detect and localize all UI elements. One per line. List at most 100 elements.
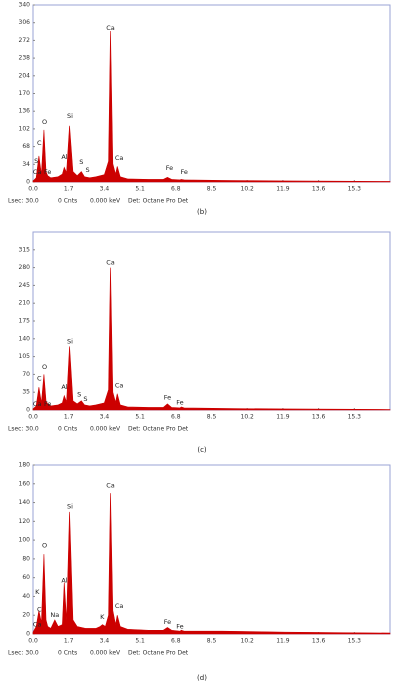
peak-label: Ca <box>106 259 115 267</box>
y-tick-label: 180 <box>19 462 31 469</box>
footer-text: Lsec: 30.0 <box>8 426 39 433</box>
peak-label: Ca <box>106 482 115 490</box>
y-tick-label: 170 <box>19 90 31 97</box>
peak-label: K <box>100 613 105 621</box>
x-tick-label: 5.1 <box>135 638 145 645</box>
x-tick-label: 13.6 <box>312 638 326 645</box>
x-tick-label: 5.1 <box>135 186 145 193</box>
x-tick-label: 0.0 <box>28 638 38 645</box>
peak-label: Ca <box>33 621 42 629</box>
y-tick-label: 204 <box>19 72 31 79</box>
spectrum <box>32 31 391 183</box>
x-tick-label: 6.8 <box>171 186 181 193</box>
x-tick-label: 5.1 <box>135 414 145 421</box>
peak-label: S <box>79 158 83 166</box>
peak-label: S <box>34 157 38 165</box>
caption: (b) <box>197 208 207 216</box>
peak-label: O <box>42 363 47 371</box>
peak-label: Ca <box>33 168 42 176</box>
footer-text: 0 Cnts <box>58 198 77 205</box>
y-tick-label: 105 <box>19 353 31 360</box>
footer-text: 0 Cnts <box>58 650 77 657</box>
x-tick-label: 8.5 <box>207 638 217 645</box>
peak-label: Fe <box>166 164 173 172</box>
x-tick-label: 11.9 <box>276 414 290 421</box>
peak-label: Ca <box>115 382 124 390</box>
y-tick-label: 136 <box>19 108 31 115</box>
peak-label: S <box>86 166 90 174</box>
footer-text: 0.000 keV <box>90 426 121 433</box>
peak-label: Fe <box>176 622 183 630</box>
spectrum <box>32 493 391 635</box>
plot-frame <box>32 464 391 635</box>
peak-label: Ca <box>33 400 42 408</box>
y-tick-label: 210 <box>19 300 31 307</box>
footer-text: 0.000 keV <box>90 650 121 657</box>
y-tick-label: 40 <box>22 593 30 600</box>
x-tick-label: 15.3 <box>348 414 362 421</box>
y-tick-label: 0 <box>26 407 30 414</box>
footer-text: Lsec: 30.0 <box>8 650 39 657</box>
footer-text: Det: Octane Pro Det <box>128 198 189 205</box>
y-tick-label: 35 <box>22 389 30 396</box>
y-tick-label: 340 <box>19 2 31 9</box>
peak-label: Ca <box>106 24 115 32</box>
peak-label: Fe <box>44 168 51 176</box>
peak-label: C <box>37 139 42 147</box>
peak-label: Al <box>61 576 67 584</box>
y-tick-label: 80 <box>22 555 30 562</box>
y-tick-label: 272 <box>19 37 31 44</box>
caption: (c) <box>197 446 207 454</box>
peak-label: K <box>35 588 40 596</box>
x-tick-label: 10.2 <box>241 414 255 421</box>
x-tick-label: 11.9 <box>276 638 290 645</box>
x-tick-label: 1.7 <box>64 638 74 645</box>
y-tick-label: 160 <box>19 480 31 487</box>
y-tick-label: 175 <box>19 318 31 325</box>
y-tick-label: 60 <box>22 574 30 581</box>
y-tick-label: 238 <box>19 55 31 62</box>
y-tick-label: 306 <box>19 19 31 26</box>
peak-label: Fe <box>164 618 171 626</box>
peak-label: Si <box>67 337 73 345</box>
y-tick-label: 102 <box>19 125 31 132</box>
peak-label: S <box>83 395 87 403</box>
peak-label: C <box>37 606 42 614</box>
y-tick-label: 140 <box>19 499 31 506</box>
peak-label: C <box>37 374 42 382</box>
x-tick-label: 6.8 <box>171 414 181 421</box>
x-tick-label: 13.6 <box>312 186 326 193</box>
peak-label: Al <box>61 153 67 161</box>
x-tick-label: 1.7 <box>64 186 74 193</box>
y-tick-label: 280 <box>19 264 31 271</box>
y-tick-label: 0 <box>26 179 30 186</box>
y-tick-label: 20 <box>22 612 30 619</box>
y-tick-label: 140 <box>19 335 31 342</box>
x-tick-label: 13.6 <box>312 414 326 421</box>
x-tick-label: 0.0 <box>28 186 38 193</box>
footer-text: Det: Octane Pro Det <box>128 650 189 657</box>
x-tick-label: 15.3 <box>348 186 362 193</box>
plot-frame <box>32 4 391 183</box>
footer-text: Lsec: 30.0 <box>8 198 39 205</box>
y-tick-label: 0 <box>26 631 30 638</box>
x-tick-label: 3.4 <box>100 186 110 193</box>
peak-label: Fe <box>181 168 188 176</box>
peak-label: Si <box>67 112 73 120</box>
peak-label: S <box>77 391 81 399</box>
y-tick-label: 68 <box>22 143 30 150</box>
peak-label: Al <box>61 383 67 391</box>
x-tick-label: 8.5 <box>207 186 217 193</box>
x-tick-label: 3.4 <box>100 638 110 645</box>
peak-label: O <box>42 542 47 550</box>
y-tick-label: 34 <box>22 161 30 168</box>
x-tick-label: 10.2 <box>241 186 255 193</box>
x-tick-label: 3.4 <box>100 414 110 421</box>
footer-text: Det: Octane Pro Det <box>128 426 189 433</box>
peak-label: Fe <box>44 400 51 408</box>
y-tick-label: 245 <box>19 282 31 289</box>
x-tick-label: 15.3 <box>348 638 362 645</box>
peak-label: Na <box>50 611 59 619</box>
